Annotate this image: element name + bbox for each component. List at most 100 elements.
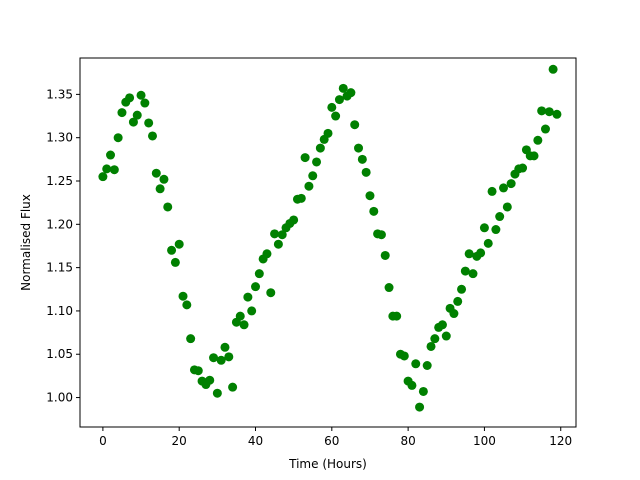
y-tick-label: 1.35	[46, 87, 73, 101]
data-point	[457, 284, 467, 294]
data-point	[361, 167, 371, 177]
x-tick-label: 80	[400, 434, 415, 448]
data-point	[548, 64, 558, 74]
data-point	[125, 93, 135, 103]
data-point	[251, 282, 261, 292]
data-point	[518, 163, 528, 173]
data-point	[147, 131, 157, 141]
data-point	[544, 107, 554, 117]
data-point	[350, 120, 360, 130]
data-point	[140, 98, 150, 108]
data-point	[98, 172, 108, 182]
data-point	[346, 88, 356, 98]
y-tick-label: 1.20	[46, 217, 73, 231]
data-point	[418, 386, 428, 396]
data-point	[262, 249, 272, 259]
y-tick-label: 1.15	[46, 261, 73, 275]
data-point	[495, 212, 505, 222]
data-point	[174, 239, 184, 249]
data-point	[357, 154, 367, 164]
data-point	[193, 366, 203, 376]
data-point	[464, 249, 474, 259]
data-point	[254, 269, 264, 279]
data-point	[415, 402, 425, 412]
data-point	[323, 128, 333, 138]
data-point	[113, 133, 123, 143]
data-point	[468, 269, 478, 279]
x-tick-label: 0	[99, 434, 107, 448]
data-point	[163, 202, 173, 212]
data-point	[487, 186, 497, 196]
data-point	[159, 174, 169, 184]
data-point	[384, 283, 394, 293]
data-point	[392, 311, 402, 321]
data-point	[167, 245, 177, 255]
data-point	[205, 375, 215, 385]
data-point	[155, 184, 165, 194]
data-point	[304, 181, 314, 191]
data-point	[506, 179, 516, 189]
data-points	[98, 64, 562, 412]
data-point	[289, 215, 299, 225]
data-point	[529, 151, 539, 161]
x-tick-label: 100	[473, 434, 496, 448]
data-point	[216, 355, 226, 365]
data-point	[209, 353, 219, 363]
data-point	[441, 331, 451, 341]
data-point	[376, 230, 386, 240]
data-point	[407, 380, 417, 390]
y-axis-label: Normalised Flux	[19, 194, 33, 291]
data-point	[422, 361, 432, 370]
data-point	[136, 90, 146, 100]
x-tick-label: 20	[172, 434, 187, 448]
y-axis-ticks: 1.00 1.05 1.10 1.15 1.20 1.25 1.30 1.35	[46, 87, 80, 405]
data-point	[354, 143, 364, 153]
data-point	[437, 320, 447, 330]
data-point	[144, 118, 154, 128]
x-tick-label: 120	[549, 434, 572, 448]
data-point	[453, 296, 463, 306]
y-tick-label: 1.00	[46, 391, 73, 405]
x-tick-label: 40	[248, 434, 263, 448]
y-tick-label: 1.05	[46, 347, 73, 361]
y-tick-label: 1.10	[46, 304, 73, 318]
data-point	[296, 193, 306, 203]
data-point	[540, 124, 550, 134]
data-point	[426, 341, 436, 351]
data-point	[334, 95, 344, 105]
data-point	[170, 257, 180, 267]
data-point	[239, 320, 249, 330]
data-point	[243, 292, 253, 302]
x-tick-label: 60	[324, 434, 339, 448]
data-point	[102, 164, 112, 174]
y-tick-label: 1.30	[46, 131, 73, 145]
data-point	[277, 230, 287, 240]
x-axis-ticks: 0 20 40 60 80 100 120	[99, 427, 572, 448]
x-axis-label: Time (Hours)	[288, 457, 367, 471]
data-point	[220, 342, 230, 352]
data-point	[476, 248, 486, 258]
data-point	[552, 109, 562, 119]
data-point	[106, 150, 116, 160]
data-point	[266, 288, 276, 298]
data-point	[224, 352, 234, 362]
data-point	[247, 306, 257, 316]
data-point	[273, 239, 283, 249]
data-point	[483, 238, 493, 248]
data-point	[399, 351, 409, 361]
data-point	[537, 106, 547, 116]
data-point	[533, 135, 543, 145]
data-point	[300, 153, 310, 163]
data-point	[449, 309, 459, 319]
data-point	[132, 110, 142, 120]
data-point	[380, 250, 390, 260]
data-point	[315, 143, 325, 153]
data-point	[212, 388, 222, 398]
data-point	[491, 225, 501, 235]
data-point	[228, 382, 238, 392]
data-point	[338, 83, 348, 93]
data-point	[327, 102, 337, 112]
data-point	[460, 266, 470, 276]
data-point	[499, 183, 509, 193]
